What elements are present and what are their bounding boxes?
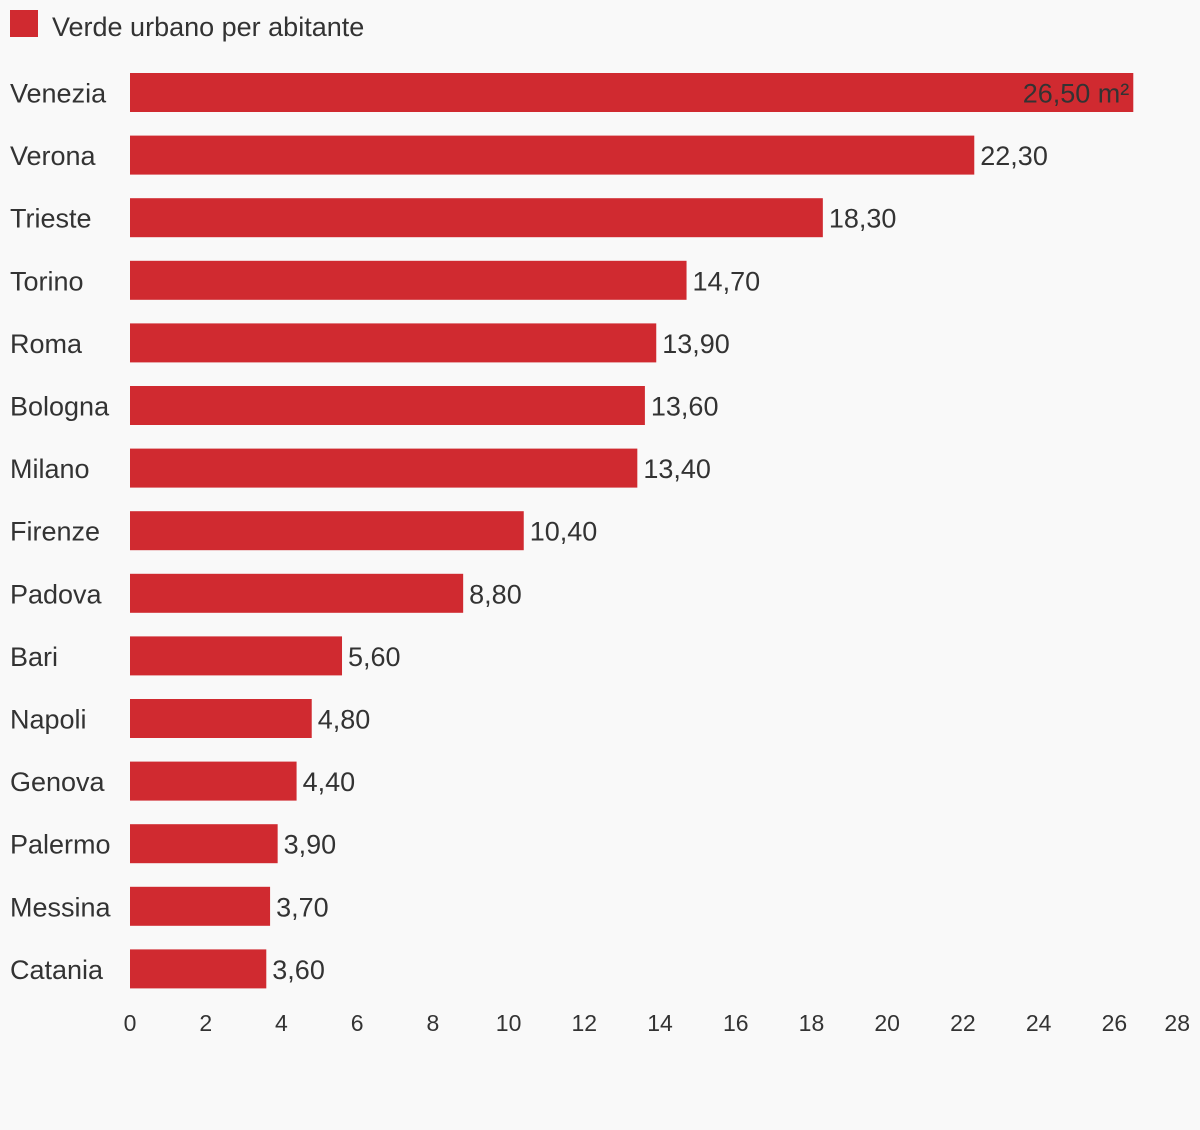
category-label: Bari xyxy=(10,642,58,672)
data-label: 4,40 xyxy=(303,767,356,797)
legend: Verde urbano per abitante xyxy=(10,10,364,42)
category-label: Verona xyxy=(10,141,97,171)
category-label: Trieste xyxy=(10,204,92,234)
data-label: 26,50 m² xyxy=(1023,79,1130,109)
x-tick-label: 28 xyxy=(1164,1010,1190,1036)
data-label: 13,60 xyxy=(651,392,719,422)
bar xyxy=(130,448,638,488)
x-tick-label: 16 xyxy=(723,1010,749,1036)
category-label: Genova xyxy=(10,767,106,797)
bar xyxy=(130,949,267,989)
bar xyxy=(130,323,657,363)
legend-label: Verde urbano per abitante xyxy=(52,12,364,42)
category-label: Roma xyxy=(10,329,83,359)
data-label: 3,90 xyxy=(284,830,337,860)
x-tick-label: 4 xyxy=(275,1010,288,1036)
bar xyxy=(130,636,343,676)
data-label: 3,60 xyxy=(272,955,325,985)
category-label: Firenze xyxy=(10,517,100,547)
category-label: Venezia xyxy=(10,79,107,109)
data-label: 22,30 xyxy=(980,141,1048,171)
bar xyxy=(130,260,687,300)
bar xyxy=(130,699,312,738)
x-tick-label: 24 xyxy=(1026,1010,1052,1036)
x-tick-label: 20 xyxy=(874,1010,900,1036)
category-label: Bologna xyxy=(10,392,110,422)
x-tick-label: 26 xyxy=(1102,1010,1128,1036)
category-label: Catania xyxy=(10,955,104,985)
data-label: 18,30 xyxy=(829,204,897,234)
x-tick-label: 12 xyxy=(572,1010,598,1036)
bars xyxy=(130,73,1134,989)
category-labels: Venezia Verona Trieste Torino Roma Bologna Mil… xyxy=(10,79,112,985)
bar xyxy=(130,573,464,613)
bar xyxy=(130,511,524,551)
x-tick-label: 2 xyxy=(199,1010,212,1036)
data-labels: 26,50 m² 22,30 18,30 14,70 13,90 13,60 13,40 10… xyxy=(272,79,1129,985)
bar xyxy=(130,198,823,238)
x-tick-label: 22 xyxy=(950,1010,976,1036)
bar xyxy=(130,135,975,175)
x-tick-label: 14 xyxy=(647,1010,673,1036)
data-label: 10,40 xyxy=(530,517,598,547)
data-label: 14,70 xyxy=(693,266,761,296)
x-tick-label: 0 xyxy=(124,1010,137,1036)
data-label: 13,40 xyxy=(643,454,711,484)
data-label: 3,70 xyxy=(276,892,329,922)
x-tick-label: 6 xyxy=(351,1010,364,1036)
category-label: Messina xyxy=(10,892,112,922)
bar xyxy=(130,824,278,864)
data-label: 8,80 xyxy=(469,579,522,609)
x-axis: 0 2 4 6 8 10 12 14 16 18 20 22 24 26 28 xyxy=(124,1010,1190,1036)
bar xyxy=(130,886,271,926)
bar xyxy=(130,386,645,425)
x-tick-label: 8 xyxy=(426,1010,439,1036)
category-label: Palermo xyxy=(10,830,111,860)
bar xyxy=(130,73,1134,112)
x-tick-label: 18 xyxy=(799,1010,825,1036)
legend-swatch xyxy=(10,10,38,37)
category-label: Napoli xyxy=(10,705,87,735)
bar xyxy=(130,761,297,801)
data-label: 5,60 xyxy=(348,642,401,672)
category-label: Torino xyxy=(10,266,84,296)
data-label: 4,80 xyxy=(318,705,371,735)
category-label: Padova xyxy=(10,579,103,609)
x-tick-label: 10 xyxy=(496,1010,522,1036)
data-label: 13,90 xyxy=(662,329,730,359)
category-label: Milano xyxy=(10,454,90,484)
